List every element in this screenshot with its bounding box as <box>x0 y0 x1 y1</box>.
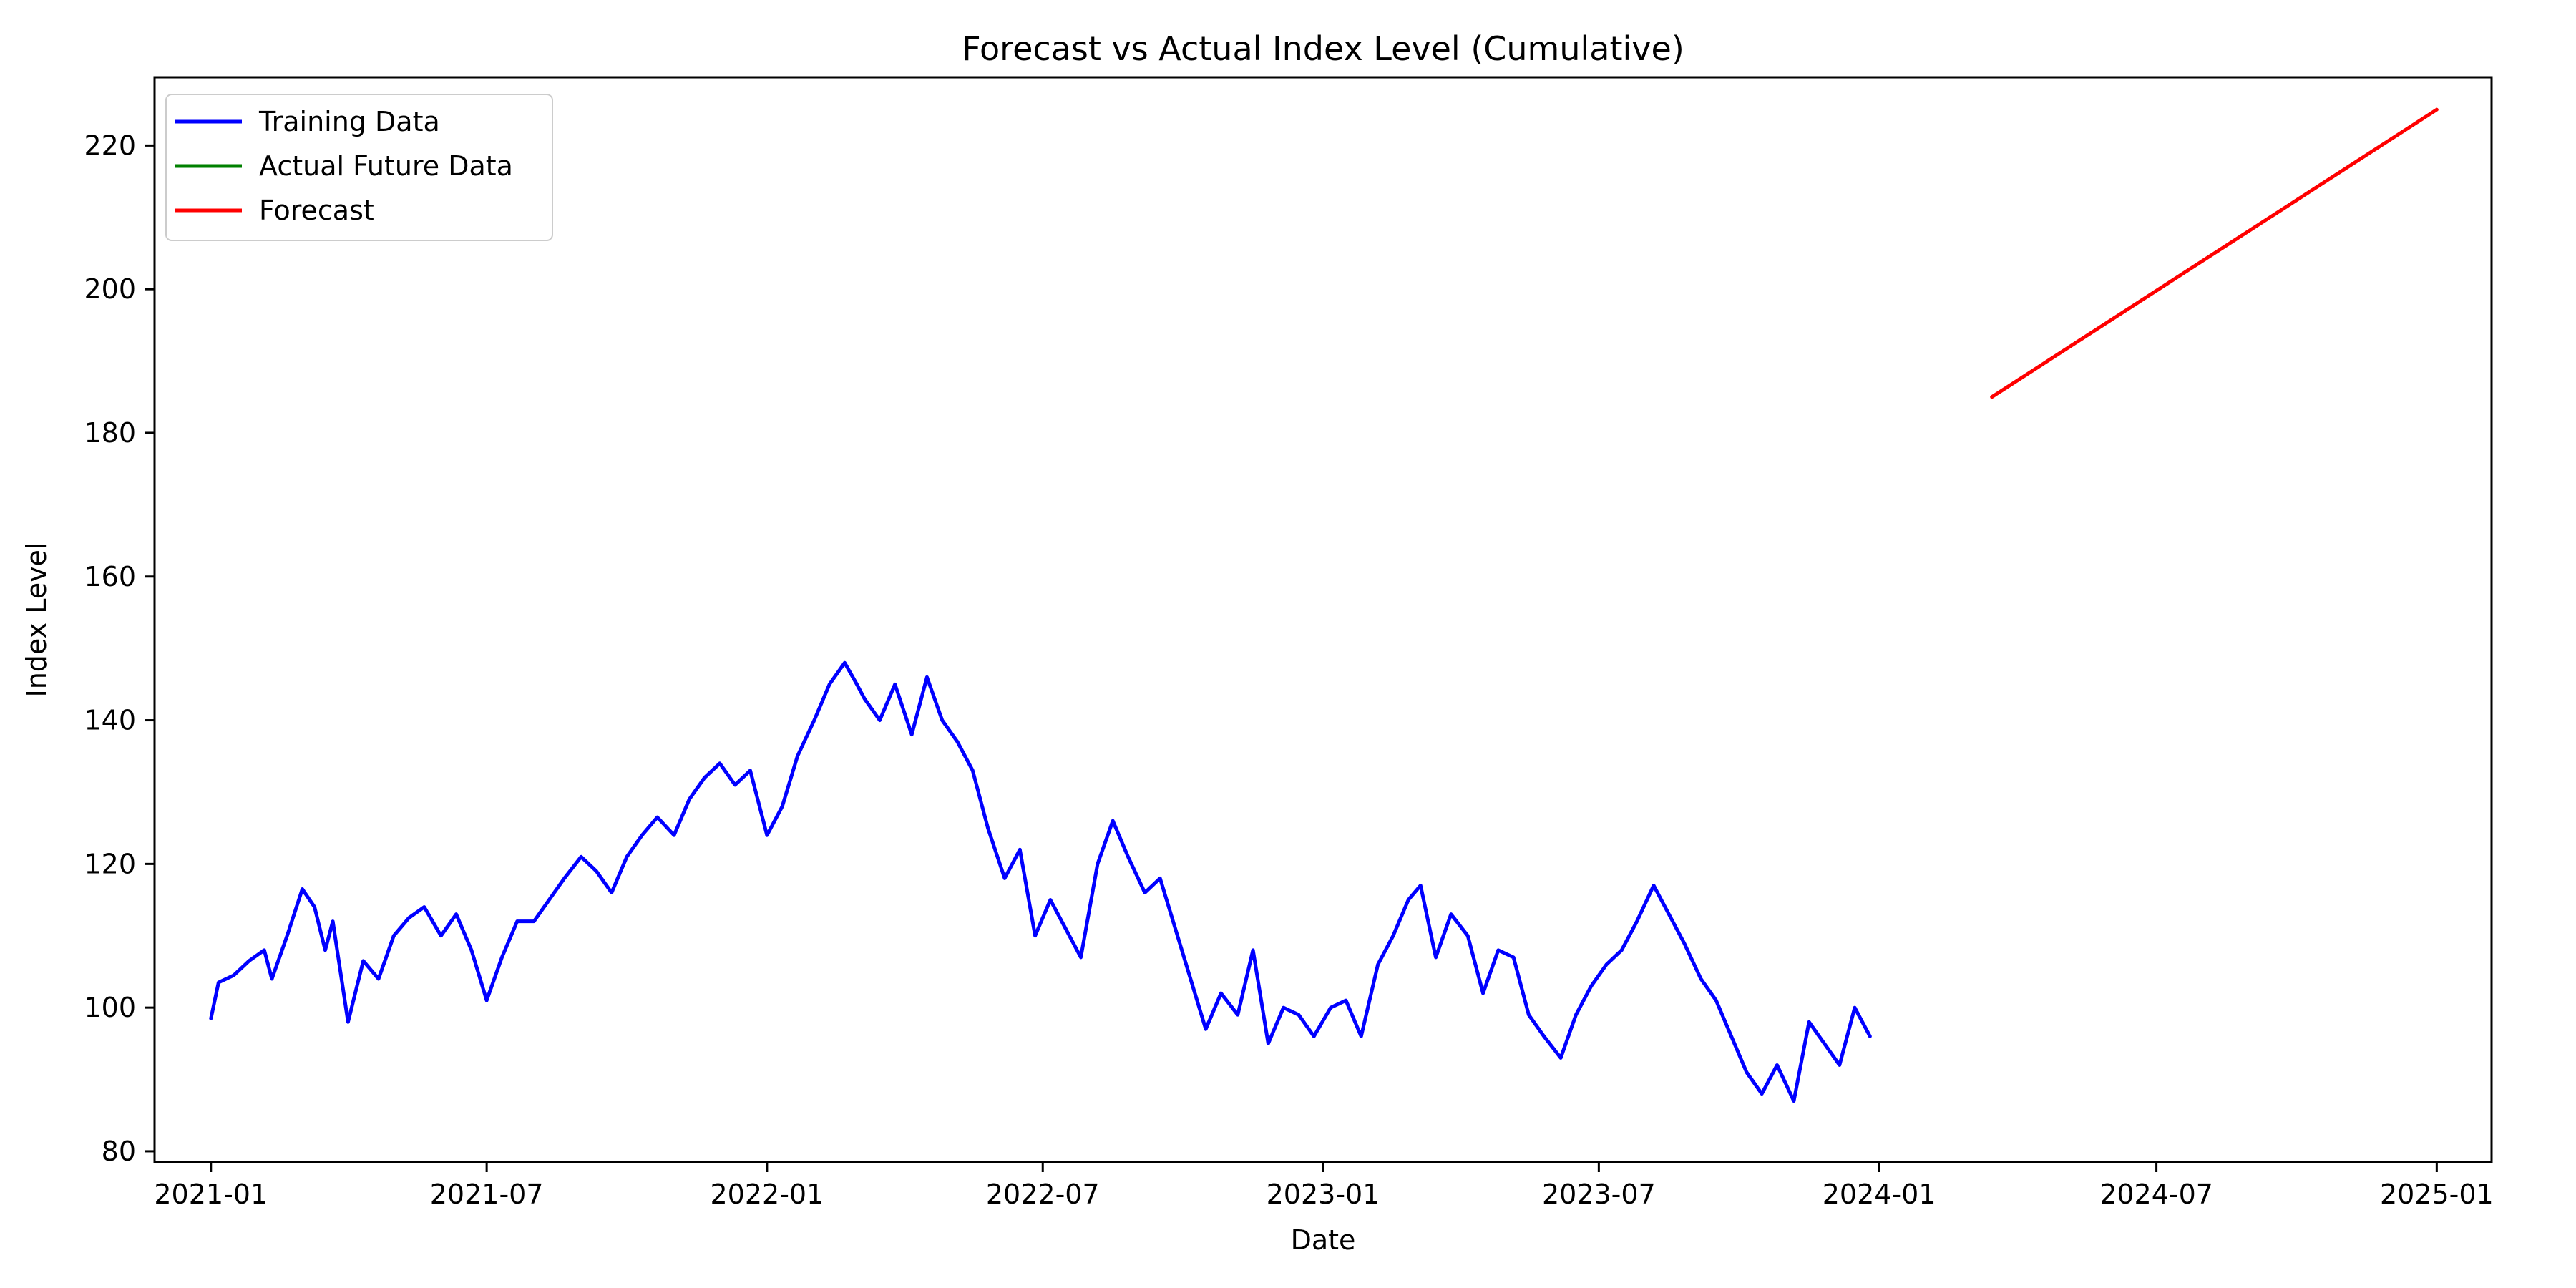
plot-lines <box>209 107 2439 1103</box>
x-tick-label: 2024-01 <box>1823 1179 1936 1210</box>
x-tick-label: 2022-01 <box>710 1179 824 1210</box>
x-axis-ticks: 2021-01 2021-07 2022-01 2022-07 2023-01 2023-… <box>154 1162 2494 1210</box>
x-tick-label: 2024-07 <box>2099 1179 2213 1210</box>
y-tick-label: 160 <box>84 561 136 592</box>
y-axis-ticks: 80 100 120 140 160 180 200 220 <box>84 130 155 1167</box>
legend-frame <box>165 94 553 241</box>
y-tick-label: 180 <box>84 417 136 449</box>
legend: Training Data Actual Future Data Forecast <box>165 94 553 241</box>
chart-title: Forecast vs Actual Index Level (Cumulati… <box>962 29 1684 68</box>
y-tick-label: 100 <box>84 992 136 1023</box>
x-tick-label: 2023-07 <box>1542 1179 1656 1210</box>
y-axis-label: Index Level <box>21 542 52 698</box>
legend-label-0: Training Data <box>258 106 440 137</box>
x-tick-label: 2025-01 <box>2380 1179 2494 1210</box>
y-tick-label: 200 <box>84 273 136 305</box>
x-tick-label: 2021-07 <box>430 1179 544 1210</box>
series-line-2 <box>1990 107 2439 399</box>
y-tick-label: 220 <box>84 130 136 161</box>
legend-label-1: Actual Future Data <box>259 150 513 182</box>
x-tick-label: 2022-07 <box>986 1179 1100 1210</box>
y-tick-label: 120 <box>84 848 136 879</box>
x-tick-label: 2021-01 <box>154 1179 268 1210</box>
legend-label-2: Forecast <box>259 195 374 226</box>
y-tick-label: 80 <box>102 1136 136 1167</box>
y-tick-label: 140 <box>84 705 136 736</box>
series-line-0 <box>209 660 1872 1103</box>
x-tick-label: 2023-01 <box>1267 1179 1380 1210</box>
x-axis-label: Date <box>1291 1224 1356 1256</box>
